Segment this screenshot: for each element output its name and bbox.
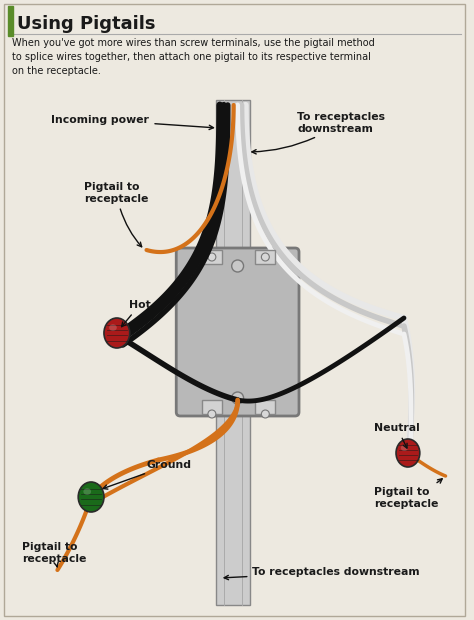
Circle shape xyxy=(261,253,269,261)
Ellipse shape xyxy=(109,324,117,331)
Ellipse shape xyxy=(78,482,104,512)
Bar xyxy=(202,250,222,264)
Text: Pigtail to
receptacle: Pigtail to receptacle xyxy=(374,479,442,508)
Ellipse shape xyxy=(104,318,130,348)
Bar xyxy=(8,6,13,36)
Bar xyxy=(216,100,249,258)
Text: Using Pigtails: Using Pigtails xyxy=(17,15,155,33)
Ellipse shape xyxy=(396,439,420,467)
Text: Pigtail to
receptacle: Pigtail to receptacle xyxy=(84,182,148,247)
Bar xyxy=(255,400,275,414)
Circle shape xyxy=(261,410,269,418)
Circle shape xyxy=(208,253,216,261)
Text: Neutral: Neutral xyxy=(374,423,420,448)
Text: When you've got more wires than screw terminals, use the pigtail method
to splic: When you've got more wires than screw te… xyxy=(12,38,374,76)
Circle shape xyxy=(232,260,244,272)
Bar xyxy=(255,250,275,264)
Text: To receptacles
downstream: To receptacles downstream xyxy=(252,112,385,154)
Text: Ground: Ground xyxy=(103,460,191,489)
Ellipse shape xyxy=(83,489,91,495)
Text: To receptacles downstream: To receptacles downstream xyxy=(224,567,420,580)
Circle shape xyxy=(232,392,244,404)
Bar xyxy=(202,400,222,414)
Text: Pigtail to
receptacle: Pigtail to receptacle xyxy=(22,542,86,567)
Ellipse shape xyxy=(401,445,408,451)
Bar xyxy=(216,405,249,605)
Text: Incoming power: Incoming power xyxy=(52,115,213,130)
Circle shape xyxy=(208,410,216,418)
Text: Hot: Hot xyxy=(121,300,150,327)
FancyBboxPatch shape xyxy=(176,248,299,416)
